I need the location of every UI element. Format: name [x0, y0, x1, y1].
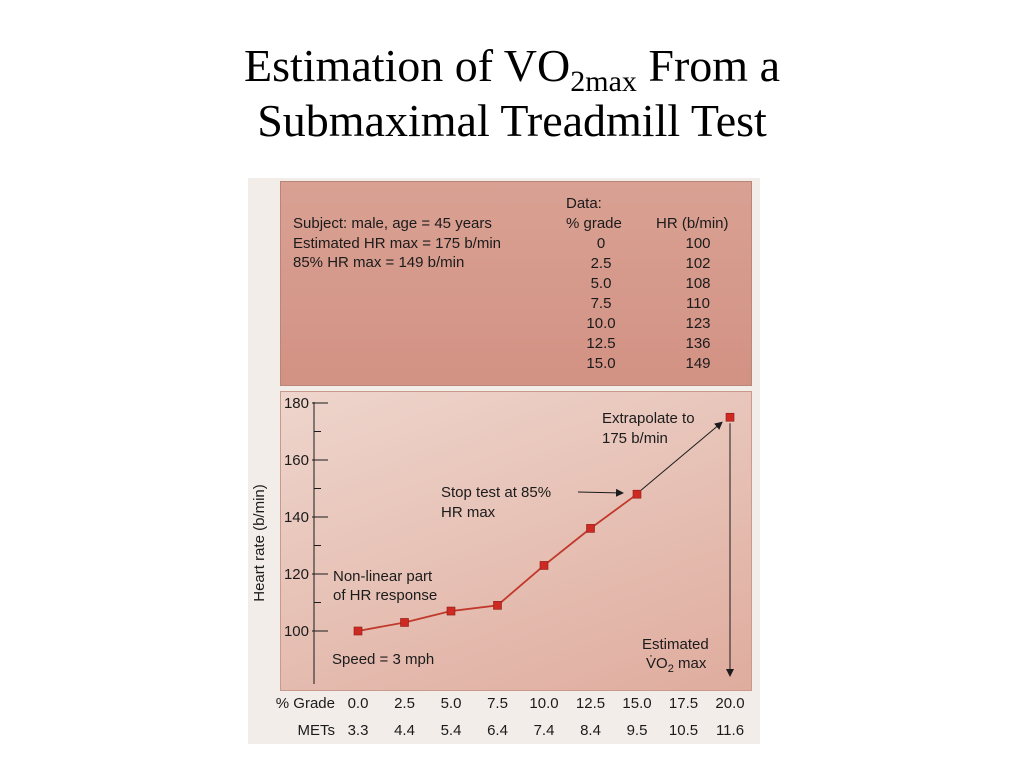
x-tick-label-grade: 7.5: [487, 695, 508, 712]
hr-cell: 102: [685, 255, 711, 272]
x-tick-label-mets: 4.4: [394, 722, 415, 739]
subject-line: 85% HR max = 149 b/min: [293, 254, 465, 271]
hr-chart: Heart rate (b/min) 100 120 140 160 180 % Grad…: [251, 395, 745, 739]
data-point: [539, 561, 549, 570]
x-row-label-grade: % Grade: [276, 695, 335, 712]
title-line-2: Submaximal Treadmill Test: [257, 95, 767, 146]
data-point: [493, 601, 502, 610]
hr-cell: 149: [685, 355, 711, 372]
annotation-estimated-vo2: V̇O2 max: [646, 655, 707, 675]
x-tick-label-grade: 2.5: [394, 695, 415, 712]
hr-column-header: HR (b/min): [656, 215, 729, 232]
extrapolated-point: [725, 412, 735, 422]
data-point: [586, 524, 595, 533]
subject-line: Subject: male, age = 45 years: [293, 215, 492, 232]
x-tick-label-mets: 3.3: [348, 722, 369, 739]
subject-info: Subject: male, age = 45 years Estimated …: [293, 214, 501, 273]
stop-test-arrow: [577, 488, 624, 497]
x-tick-label-grade: 12.5: [576, 695, 605, 712]
annotation-nonlinear: Non-linear part: [333, 568, 433, 585]
data-point: [353, 626, 363, 636]
x-tick-label-mets: 10.5: [669, 722, 698, 739]
hr-cell: 108: [685, 275, 711, 292]
title-prefix: Estimation of VO: [243, 40, 571, 91]
title-line-1: Estimation of VO2max From a: [0, 38, 1024, 97]
annotation-extrapolate: Extrapolate to: [602, 410, 695, 427]
x-tick-label-grade: 10.0: [529, 695, 558, 712]
annotation-extrapolate: 175 b/min: [602, 430, 668, 447]
grade-cell: 0: [596, 235, 606, 252]
hr-cell: 100: [685, 235, 711, 252]
x-tick-label-mets: 9.5: [627, 722, 648, 739]
slide-title: Estimation of VO2max From a Submaximal T…: [0, 38, 1024, 148]
plot-panel: [280, 391, 752, 691]
x-tick-label-grade: 20.0: [715, 695, 744, 712]
hr-cell: 110: [686, 295, 710, 312]
y-axis-label: Heart rate (b/min): [251, 484, 268, 602]
grade-cell: 5.0: [590, 275, 612, 292]
y-tick-label: 160: [284, 452, 309, 469]
data-point: [632, 489, 642, 499]
grade-column-header: % grade: [566, 215, 622, 232]
subject-line: Estimated HR max = 175 b/min: [293, 234, 502, 252]
x-tick-label-grade: 17.5: [669, 695, 698, 712]
data-point: [446, 606, 456, 616]
annotation-speed: Speed = 3 mph: [332, 651, 434, 668]
grade-cell: 10.0: [586, 315, 616, 332]
grade-cell: 2.5: [590, 255, 612, 272]
title-subscript: 2max: [570, 65, 637, 98]
annotation-estimated: Estimated: [642, 636, 709, 653]
x-tick-label-mets: 8.4: [580, 722, 601, 739]
x-row-label-mets: METs: [298, 722, 336, 739]
data-panel: Subject: male, age = 45 years Estimated …: [280, 181, 752, 386]
x-tick-label-mets: 5.4: [441, 722, 462, 739]
data-label: Data:: [566, 195, 602, 212]
extrapolation-arrow: [640, 421, 723, 491]
data-point: [400, 618, 409, 627]
y-tick-label: 120: [284, 566, 309, 583]
x-tick-label-grade: 15.0: [622, 695, 651, 712]
x-tick-label-grade: 0.0: [348, 695, 369, 712]
y-tick-label: 140: [284, 509, 309, 526]
series-line: [357, 493, 638, 632]
y-tick-label: 100: [284, 623, 309, 640]
y-tick-label: 180: [284, 395, 309, 412]
grade-cell: 12.5: [586, 335, 616, 352]
grade-cell: 15.0: [586, 355, 616, 372]
x-tick-label-grade: 5.0: [441, 695, 462, 712]
annotation-nonlinear: of HR response: [333, 587, 437, 604]
hr-cell: 136: [685, 335, 711, 352]
title-suffix: From a: [636, 40, 780, 91]
grade-cell: 7.5: [590, 295, 612, 312]
annotation-stop-test: Stop test at 85%: [441, 484, 551, 501]
x-tick-label-mets: 6.4: [487, 722, 508, 739]
x-tick-label-mets: 11.6: [716, 722, 744, 739]
annotation-stop-test: HR max: [441, 504, 496, 521]
textbook-figure: Subject: male, age = 45 years Estimated …: [248, 178, 760, 744]
x-tick-label-mets: 7.4: [534, 722, 555, 739]
hr-cell: 123: [685, 315, 711, 332]
